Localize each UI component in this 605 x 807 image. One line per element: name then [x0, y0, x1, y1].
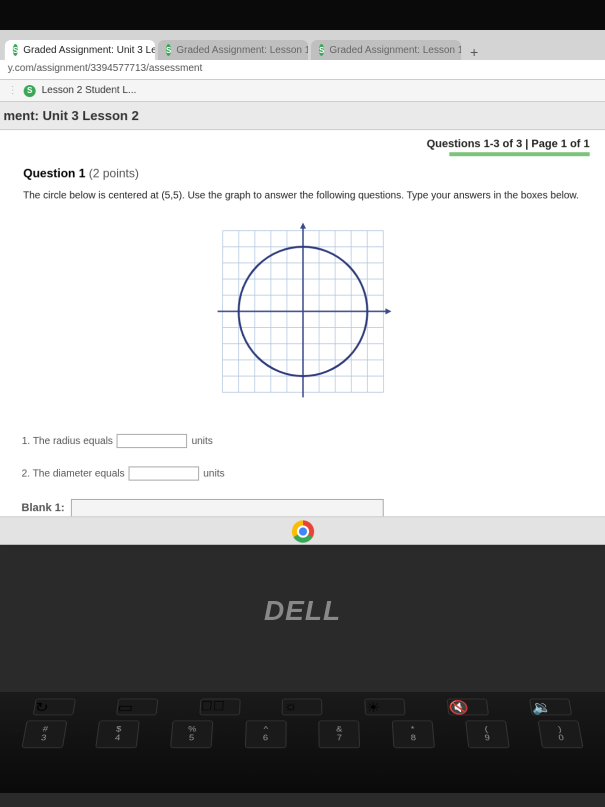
- answer-line-2: 2. The diameter equals units: [22, 466, 584, 480]
- answer-1-label: 1. The radius equals: [22, 435, 113, 446]
- number-row: #3 $4 %5 ^6&7 *8 (9 )0: [0, 719, 605, 750]
- tab-1[interactable]: S Graded Assignment: Unit 3 Less ×: [5, 40, 155, 60]
- pager-progress: [449, 152, 589, 156]
- answer-2-input[interactable]: [129, 466, 200, 480]
- answer-2-label: 2. The diameter equals: [22, 468, 125, 479]
- key-4: $4: [96, 720, 141, 748]
- key-5: %5: [170, 720, 213, 748]
- tab-3-label: Graded Assignment: Lesson 12: [329, 44, 461, 55]
- answer-1-input[interactable]: [117, 434, 188, 448]
- fn-key: ↻: [33, 699, 76, 716]
- chrome-icon[interactable]: [291, 520, 313, 542]
- circle-graph: [212, 216, 393, 408]
- key-9: (9: [465, 720, 510, 748]
- blank-1-label: Blank 1:: [21, 502, 64, 514]
- url-bar[interactable]: y.com/assignment/3394577713/assessment: [0, 60, 605, 80]
- assignment-header: ment: Unit 3 Lesson 2: [0, 102, 605, 130]
- favicon-3: S: [319, 44, 324, 56]
- blank-1-row: Blank 1:: [21, 499, 583, 517]
- answer-line-1: 1. The radius equals units: [22, 434, 584, 448]
- pager: Questions 1-3 of 3 | Page 1 of 1: [427, 138, 590, 156]
- new-tab-button[interactable]: +: [464, 44, 484, 60]
- question-title: Question 1 (2 points): [23, 166, 582, 180]
- fn-key: ☀: [365, 699, 406, 716]
- bookmark-1[interactable]: Lesson 2 Student L...: [42, 85, 137, 96]
- bookmarks-bar: ⋮ S Lesson 2 Student L...: [0, 80, 605, 102]
- tab-2[interactable]: S Graded Assignment: Lesson 12 ×: [158, 40, 308, 60]
- fn-key: 🔉: [529, 699, 572, 716]
- browser-tabbar: S Graded Assignment: Unit 3 Less × S Gra…: [0, 30, 605, 60]
- key-0: )0: [538, 720, 584, 748]
- blank-1-input[interactable]: [71, 499, 384, 517]
- laptop-screen: S Graded Assignment: Unit 3 Less × S Gra…: [0, 30, 605, 540]
- question-points: (2 points): [89, 166, 139, 180]
- question-text: The circle below is centered at (5,5). U…: [23, 190, 582, 201]
- pager-text: Questions 1-3 of 3 | Page 1 of 1: [427, 138, 590, 150]
- fn-key: ☼: [282, 699, 323, 716]
- answer-2-units: units: [203, 468, 224, 479]
- tab-3[interactable]: S Graded Assignment: Lesson 12 ×: [311, 40, 461, 60]
- favicon-1: S: [13, 44, 18, 56]
- content-area: Questions 1-3 of 3 | Page 1 of 1 Questio…: [0, 130, 605, 545]
- laptop-logo: DELL: [0, 595, 605, 627]
- key-3: #3: [21, 720, 67, 748]
- fn-key: 🔇: [447, 699, 489, 716]
- fn-key: ▭⃞: [199, 699, 240, 716]
- keyboard: ↻ ▭ ▭⃞ ☼ ☀ 🔇 🔉 #3 $4 %5 ^6&7 *8 (9 )0: [0, 692, 605, 793]
- answer-1-units: units: [192, 435, 213, 446]
- favicon-2: S: [166, 44, 171, 56]
- answers-block: 1. The radius equals units 2. The diamet…: [21, 434, 583, 517]
- key-6: ^6: [244, 720, 286, 748]
- bookmark-favicon: S: [24, 85, 36, 97]
- tab-2-label: Graded Assignment: Lesson 12: [176, 44, 308, 55]
- key-7: &7: [319, 720, 361, 748]
- tab-1-label: Graded Assignment: Unit 3 Less: [23, 44, 155, 55]
- question-number: Question 1: [23, 166, 85, 180]
- fn-row: ↻ ▭ ▭⃞ ☼ ☀ 🔇 🔉: [0, 692, 605, 719]
- bm-sep: ⋮: [8, 85, 18, 96]
- window-top-black: [0, 0, 605, 30]
- os-shelf: [0, 516, 605, 545]
- key-8: *8: [392, 720, 435, 748]
- fn-key: ▭: [116, 699, 158, 716]
